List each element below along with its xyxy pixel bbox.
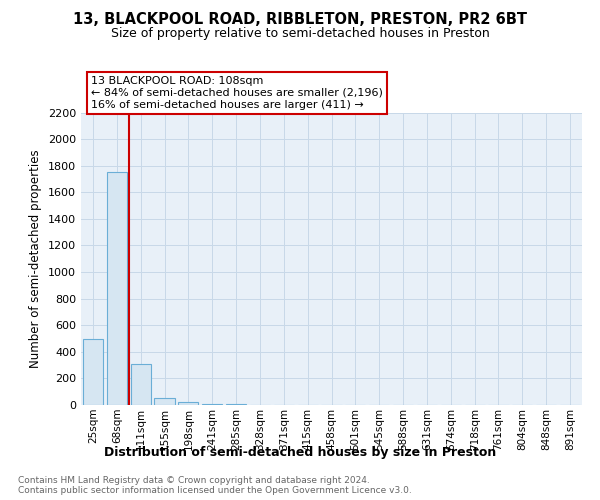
- Bar: [202, 404, 223, 405]
- Text: 13, BLACKPOOL ROAD, RIBBLETON, PRESTON, PR2 6BT: 13, BLACKPOOL ROAD, RIBBLETON, PRESTON, …: [73, 12, 527, 28]
- Text: 13 BLACKPOOL ROAD: 108sqm
← 84% of semi-detached houses are smaller (2,196)
16% : 13 BLACKPOOL ROAD: 108sqm ← 84% of semi-…: [91, 76, 383, 110]
- Bar: [107, 172, 127, 405]
- Text: Distribution of semi-detached houses by size in Preston: Distribution of semi-detached houses by …: [104, 446, 496, 459]
- Bar: [83, 338, 103, 405]
- Bar: [154, 398, 175, 405]
- Text: Contains HM Land Registry data © Crown copyright and database right 2024.
Contai: Contains HM Land Registry data © Crown c…: [18, 476, 412, 495]
- Bar: [131, 364, 151, 405]
- Y-axis label: Number of semi-detached properties: Number of semi-detached properties: [29, 150, 43, 368]
- Bar: [226, 404, 246, 405]
- Text: Size of property relative to semi-detached houses in Preston: Size of property relative to semi-detach…: [110, 28, 490, 40]
- Bar: [178, 402, 199, 405]
